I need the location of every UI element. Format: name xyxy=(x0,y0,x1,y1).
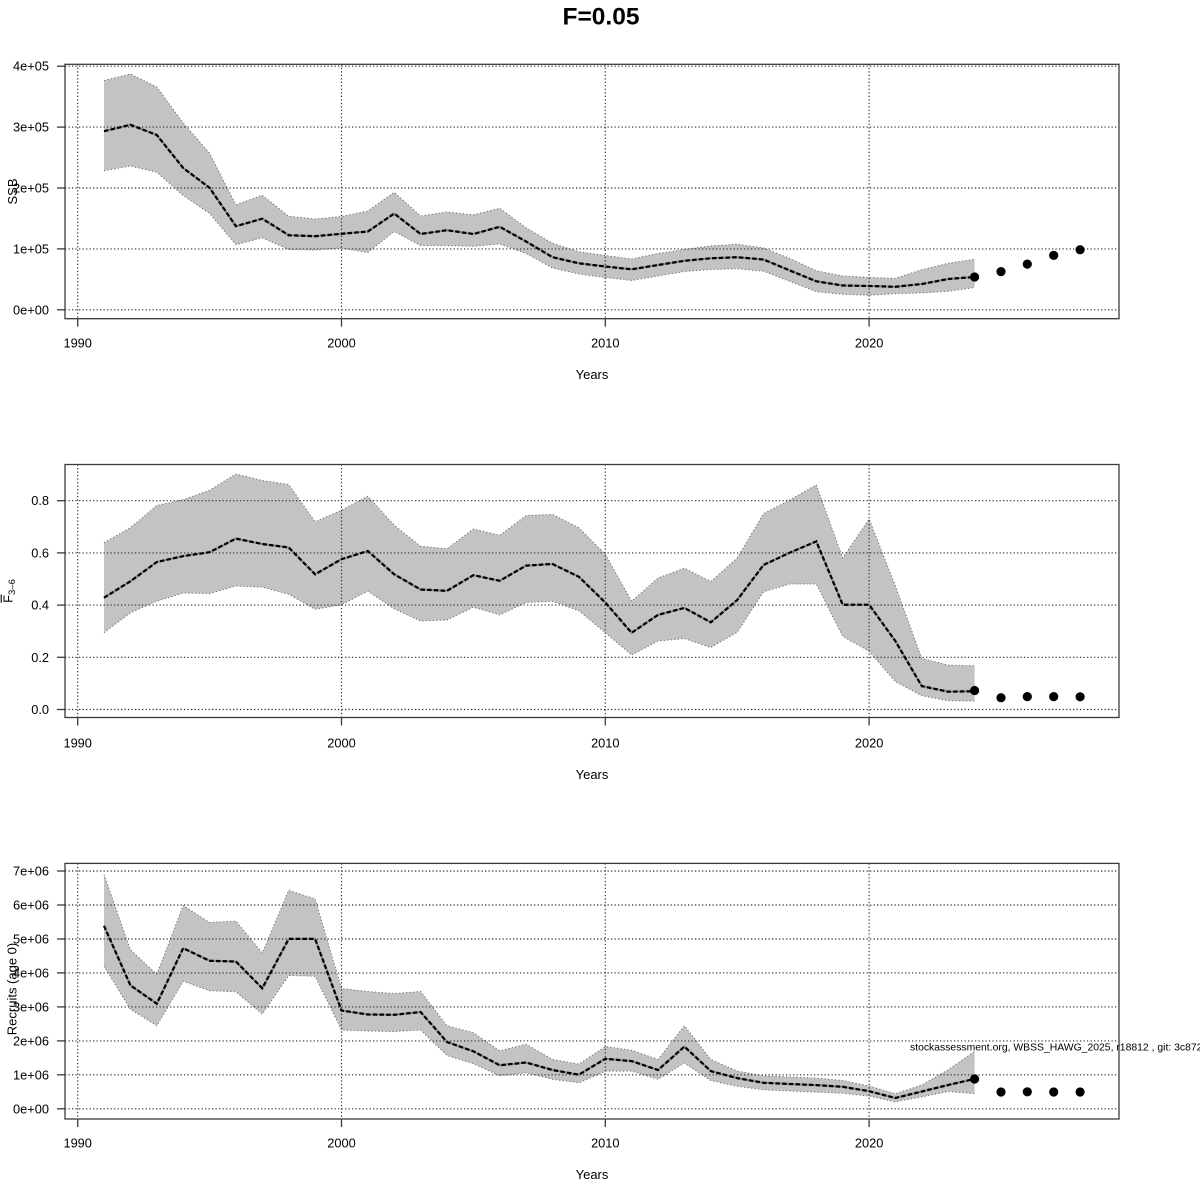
svg-text:F3–6: F3–6 xyxy=(1,579,19,603)
svg-text:stockassessment.org, WBSS_HAWG: stockassessment.org, WBSS_HAWG_2025, r18… xyxy=(910,1042,1200,1053)
svg-text:4e+05: 4e+05 xyxy=(13,59,49,74)
svg-text:0.2: 0.2 xyxy=(31,650,49,665)
svg-text:2010: 2010 xyxy=(591,736,619,751)
svg-text:3e+05: 3e+05 xyxy=(13,120,49,135)
svg-text:7e+06: 7e+06 xyxy=(13,864,49,879)
svg-text:2020: 2020 xyxy=(855,1136,883,1151)
svg-text:2e+06: 2e+06 xyxy=(13,1033,49,1048)
svg-text:Years: Years xyxy=(576,1167,609,1182)
svg-text:SSB: SSB xyxy=(5,178,20,204)
svg-text:6e+06: 6e+06 xyxy=(13,898,49,913)
svg-text:0e+00: 0e+00 xyxy=(13,302,49,317)
svg-text:F=0.05: F=0.05 xyxy=(563,4,640,31)
svg-text:2000: 2000 xyxy=(327,336,355,351)
svg-text:1990: 1990 xyxy=(63,736,91,751)
svg-text:0.4: 0.4 xyxy=(31,598,49,613)
svg-text:2e+05: 2e+05 xyxy=(13,181,49,196)
svg-text:1e+05: 1e+05 xyxy=(13,241,49,256)
svg-text:2010: 2010 xyxy=(591,336,619,351)
svg-text:Years: Years xyxy=(576,767,609,782)
svg-text:0.6: 0.6 xyxy=(31,545,49,560)
svg-text:1e+06: 1e+06 xyxy=(13,1067,49,1082)
svg-text:2010: 2010 xyxy=(591,1136,619,1151)
svg-text:0.8: 0.8 xyxy=(31,493,49,508)
svg-text:2000: 2000 xyxy=(327,1136,355,1151)
svg-text:5e+06: 5e+06 xyxy=(13,932,49,947)
svg-text:2020: 2020 xyxy=(855,336,883,351)
svg-text:2020: 2020 xyxy=(855,736,883,751)
svg-text:3e+06: 3e+06 xyxy=(13,999,49,1014)
svg-text:1990: 1990 xyxy=(63,336,91,351)
svg-text:4e+06: 4e+06 xyxy=(13,965,49,980)
svg-text:2000: 2000 xyxy=(327,736,355,751)
svg-text:Years: Years xyxy=(576,367,609,382)
svg-text:1990: 1990 xyxy=(63,1136,91,1151)
svg-text:0.0: 0.0 xyxy=(31,702,49,717)
svg-text:0e+00: 0e+00 xyxy=(13,1101,49,1116)
svg-text:Recruits (age 0): Recruits (age 0) xyxy=(5,943,20,1035)
